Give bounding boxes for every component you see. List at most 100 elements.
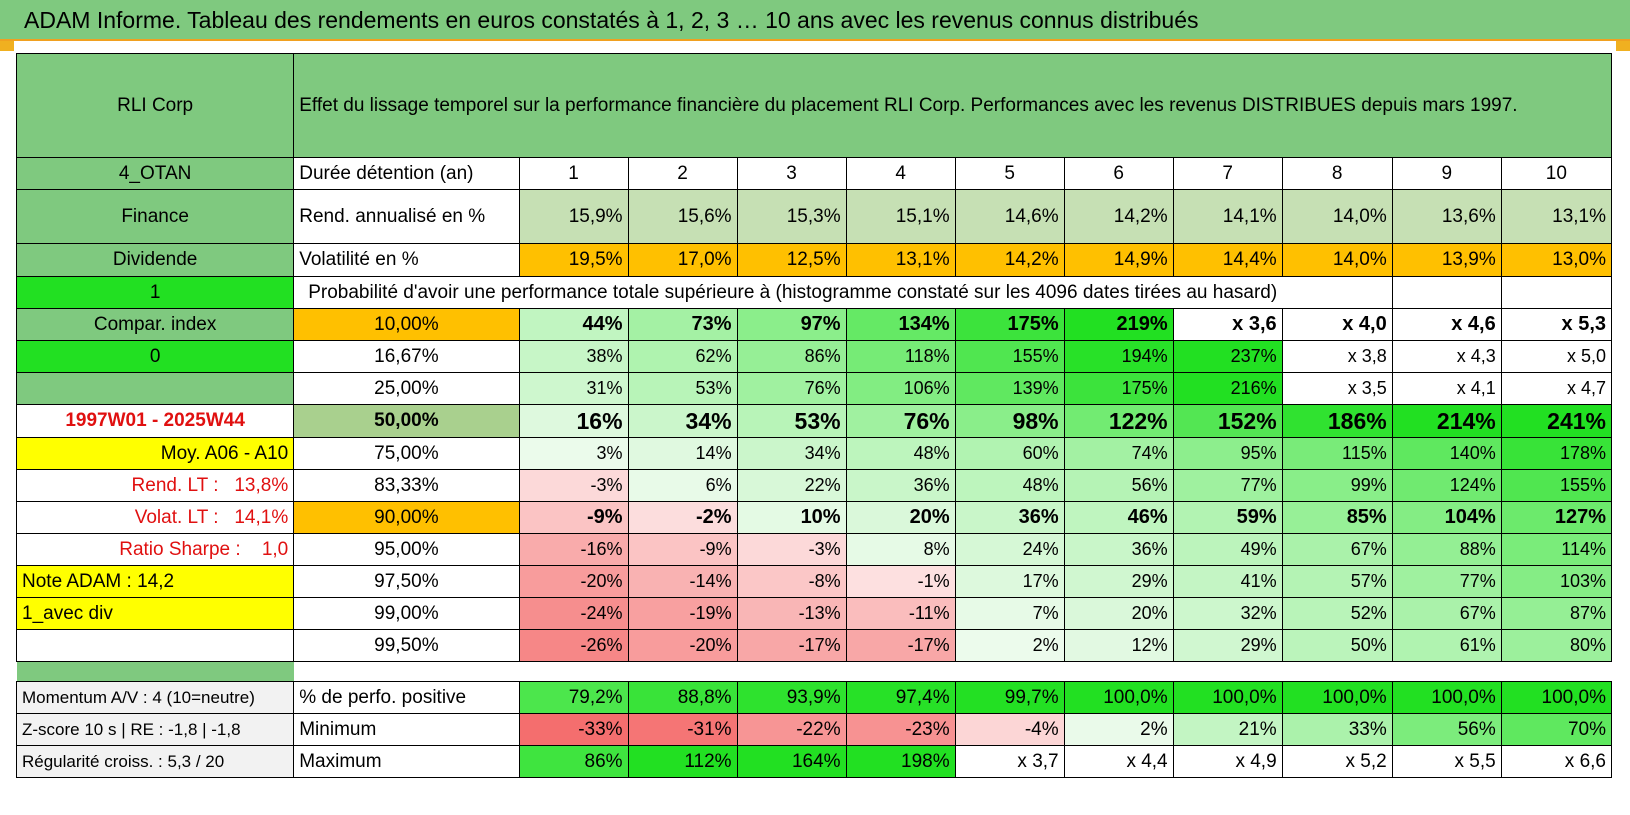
probability-value: 31%	[518, 372, 629, 405]
probability-value: 34%	[627, 404, 738, 438]
probability-value: 41%	[1172, 565, 1283, 598]
probability-value: 20%	[845, 501, 956, 534]
probability-value: 214%	[1391, 404, 1502, 438]
probability-threshold: 99,50%	[293, 629, 520, 662]
probability-value: 14%	[627, 437, 738, 470]
duration-header: 3	[736, 157, 847, 190]
positive-value: 100,0%	[1172, 681, 1283, 714]
probability-value: 22%	[736, 469, 847, 502]
flag-cell-1: 1	[15, 276, 295, 309]
period-cell: 1997W01 - 2025W44	[15, 404, 295, 438]
minimum-value: -4%	[954, 713, 1065, 746]
spacer-cell	[1392, 662, 1501, 682]
maximum-value: x 4,4	[1063, 745, 1174, 778]
probability-value: 95%	[1172, 437, 1283, 470]
probability-value: x 3,5	[1281, 372, 1393, 405]
probability-value: -3%	[518, 469, 629, 502]
rend-value: 14,6%	[954, 189, 1065, 244]
probability-value: 175%	[1063, 372, 1174, 405]
probability-value: -19%	[627, 597, 738, 630]
maximum-value: 164%	[736, 745, 847, 778]
probability-value: 20%	[1063, 597, 1174, 630]
probability-value: 61%	[1391, 629, 1502, 662]
probability-value: 36%	[845, 469, 956, 502]
rend-value: 15,6%	[627, 189, 738, 244]
positive-value: 88,8%	[627, 681, 738, 714]
sharpe-cell: Ratio Sharpe : 1,0	[15, 533, 295, 566]
maximum-value: x 5,5	[1391, 745, 1502, 778]
probability-value: 44%	[518, 308, 629, 341]
sector-cell: Finance	[15, 189, 295, 244]
probability-threshold: 99,00%	[293, 597, 520, 630]
spacer-cell	[628, 662, 737, 682]
durations-label: Durée détention (an)	[293, 157, 520, 190]
sharpe-label: Ratio Sharpe :	[119, 538, 241, 560]
probability-threshold: 95,00%	[293, 533, 520, 566]
volat-value: 13,1%	[845, 243, 956, 277]
probability-value: x 4,6	[1391, 308, 1502, 341]
flag-cell-0: 0	[15, 340, 295, 373]
spacer-cell	[1282, 662, 1392, 682]
probability-value: 134%	[845, 308, 956, 341]
empty-cell	[1500, 276, 1613, 309]
probability-value: -17%	[736, 629, 847, 662]
probability-value: 56%	[1063, 469, 1174, 502]
volat-value: 19,5%	[518, 243, 629, 277]
positive-value: 100,0%	[1063, 681, 1174, 714]
rend-value: 13,1%	[1500, 189, 1613, 244]
probability-value: 60%	[954, 437, 1065, 470]
spacer-green-cell	[16, 661, 294, 682]
probability-value: 62%	[627, 340, 738, 373]
probability-value: 216%	[1172, 372, 1283, 405]
probability-value: 88%	[1391, 533, 1502, 566]
positive-value: 97,4%	[845, 681, 956, 714]
probability-value: x 3,6	[1172, 308, 1283, 341]
company-name: RLI Corp	[15, 53, 295, 158]
spacer-cell	[1064, 662, 1173, 682]
positive-value: 100,0%	[1391, 681, 1502, 714]
probability-threshold: 97,50%	[293, 565, 520, 598]
probability-value: 77%	[1391, 565, 1502, 598]
probability-value: 194%	[1063, 340, 1174, 373]
duration-header: 2	[627, 157, 738, 190]
duration-header: 5	[954, 157, 1065, 190]
returns-table: RLI Corp Effet du lissage temporel sur la…	[15, 53, 1613, 778]
probability-value: 99%	[1281, 469, 1393, 502]
spacer-cell	[519, 662, 628, 682]
probability-value: 48%	[954, 469, 1065, 502]
positive-value: 100,0%	[1500, 681, 1613, 714]
rend-value: 13,6%	[1391, 189, 1502, 244]
probability-value: 48%	[845, 437, 956, 470]
probability-value: 139%	[954, 372, 1065, 405]
probability-value: 85%	[1281, 501, 1393, 534]
probability-value: -3%	[736, 533, 847, 566]
probability-value: 32%	[1172, 597, 1283, 630]
probability-value: 98%	[954, 404, 1065, 438]
momentum-cell: Momentum A/V : 4 (10=neutre)	[15, 681, 295, 714]
spacer-cell	[1173, 662, 1282, 682]
probability-value: 118%	[845, 340, 956, 373]
probability-value: 3%	[518, 437, 629, 470]
rend-value: 15,9%	[518, 189, 629, 244]
probability-value: x 5,3	[1500, 308, 1613, 341]
minimum-value: 2%	[1063, 713, 1174, 746]
probability-value: 57%	[1281, 565, 1393, 598]
probability-value: 67%	[1391, 597, 1502, 630]
probability-threshold: 50,00%	[293, 404, 520, 438]
probability-value: -16%	[518, 533, 629, 566]
minimum-value: 70%	[1500, 713, 1613, 746]
minimum-value: 56%	[1391, 713, 1502, 746]
volat-value: 14,2%	[954, 243, 1065, 277]
probability-value: 73%	[627, 308, 738, 341]
moy-cell: Moy. A06 - A10	[15, 437, 295, 470]
maximum-value: x 4,9	[1172, 745, 1283, 778]
spacer-cell	[294, 662, 519, 682]
spacer-cell	[955, 662, 1064, 682]
duration-header: 8	[1281, 157, 1393, 190]
probability-value: 50%	[1281, 629, 1393, 662]
empty-cell	[15, 629, 295, 662]
duration-header: 1	[518, 157, 629, 190]
probability-threshold: 16,67%	[293, 340, 520, 373]
probability-value: -1%	[845, 565, 956, 598]
code-cell: 4_OTAN	[15, 157, 295, 190]
